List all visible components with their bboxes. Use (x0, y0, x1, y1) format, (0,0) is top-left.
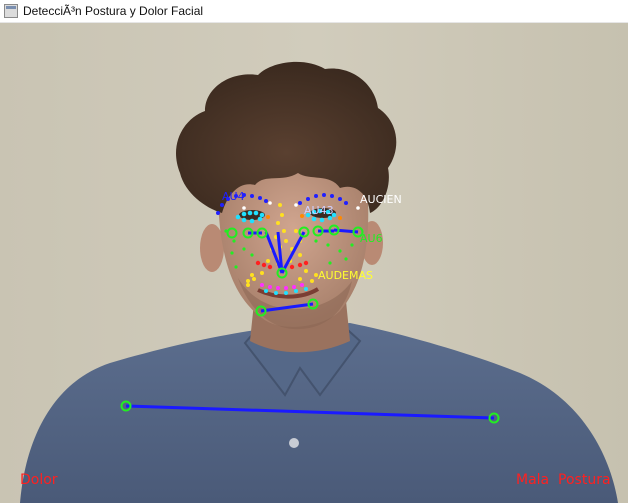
posture-status-text: Mala Postura (516, 472, 611, 488)
brow-white-landmarks (242, 201, 360, 210)
opencv-window-icon (4, 4, 18, 18)
aucien-label: AUCIEN (360, 193, 402, 206)
au43-label: AU43 (304, 204, 334, 217)
eye-landmarks (235, 208, 337, 224)
nose-landmarks (246, 203, 308, 287)
hair (176, 61, 397, 213)
mouth-inner-landmarks (260, 283, 308, 295)
au4-label: AU4 (222, 190, 245, 203)
face (218, 148, 369, 327)
cheek-landmarks (224, 229, 354, 269)
window-titlebar[interactable]: DetecciÃ³n Postura y Dolor Facial (0, 0, 628, 23)
camera-frame: AU4 AU43 AUCIEN AU6 AUDEMAS Dolor Mala P… (0, 23, 628, 503)
pose-keypoints (120, 224, 500, 424)
pose-skeleton (125, 228, 495, 420)
window-title: DetecciÃ³n Postura y Dolor Facial (23, 4, 204, 18)
mouth (257, 287, 320, 299)
facial-landmarks-overlay (216, 193, 360, 295)
au6-label: AU6 (360, 232, 383, 245)
left-ear (200, 224, 224, 272)
mouth-outer-landmarks (255, 260, 309, 270)
shirt-button (289, 438, 299, 448)
jaw-landmarks (246, 273, 318, 283)
eye-corner-landmarks (266, 214, 342, 220)
eyebrow-landmarks (216, 193, 348, 215)
audemas-label: AUDEMAS (318, 269, 373, 282)
pain-status-text: Dolor (20, 472, 58, 488)
beard-shadow (238, 278, 352, 330)
